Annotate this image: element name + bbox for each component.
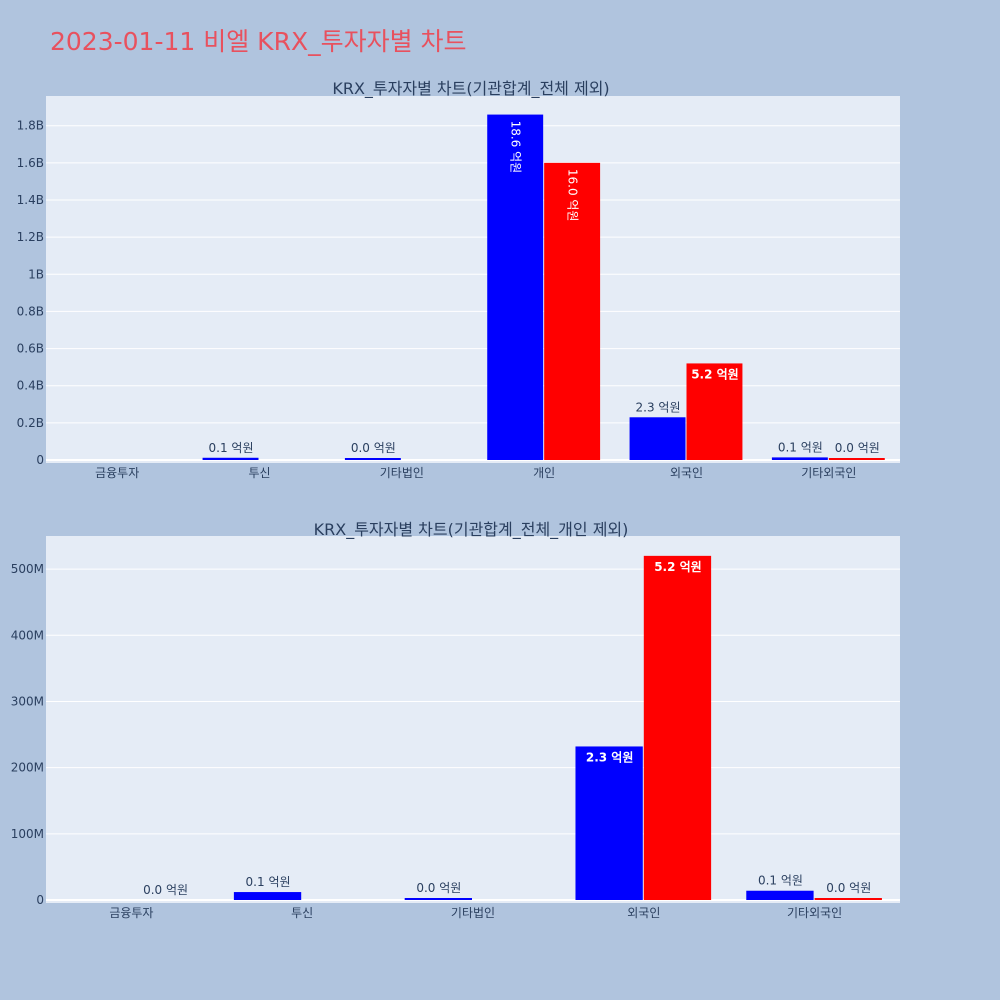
bar-value-label: 0.0 억원 [835, 441, 880, 455]
y-tick-label: 0.2B [17, 416, 44, 430]
bar [202, 457, 259, 460]
y-tick-label: 500M [11, 562, 44, 576]
bar-value-label: 2.3 억원 [636, 400, 681, 414]
y-tick-label: 0.4B [17, 379, 44, 393]
bar [629, 417, 686, 460]
bar-value-label: 2.3 억원 [586, 750, 634, 764]
bar [233, 892, 302, 900]
chart-investor-all: 0 0.2B 0.4B 0.6B 0.8B 1B 1.2B 1.4B 1.6B 1.8B KRX_투… [17, 79, 900, 480]
bar [643, 555, 712, 900]
bar-value-label: 0.0 억원 [143, 883, 188, 897]
bar-value-label: 5.2 억원 [654, 560, 702, 574]
x-tick-label: 기타외국인 [801, 466, 856, 480]
bar-value-label: 0.1 억원 [758, 874, 803, 888]
page-title: 2023-01-11 비엘 KRX_투자자별 차트 [50, 27, 467, 56]
x-tick-label: 기타법인 [380, 466, 424, 480]
x-tick-label: 투신 [248, 466, 270, 480]
y-tick-label: 1.8B [17, 119, 44, 133]
y-tick-label: 400M [11, 628, 44, 642]
bar-value-label: 0.1 억원 [778, 440, 823, 454]
bar [404, 898, 472, 900]
x-tick-label: 외국인 [670, 466, 703, 480]
x-tick-label: 금융투자 [109, 906, 153, 920]
y-tick-label: 0.8B [17, 304, 44, 318]
bar-value-label: 5.2 억원 [691, 367, 739, 381]
y-tick-label: 1.2B [17, 230, 44, 244]
bar [686, 363, 743, 460]
bar [344, 458, 401, 460]
bar-value-label: 0.0 억원 [826, 881, 871, 895]
y-tick-label: 100M [11, 827, 44, 841]
y-tick-label: 1.6B [17, 156, 44, 170]
bar [828, 458, 885, 460]
x-tick-label: 투신 [291, 906, 313, 920]
bar [575, 746, 643, 900]
y-tick-label: 1.4B [17, 193, 44, 207]
bar-value-label: 0.1 억원 [246, 875, 291, 889]
x-tick-label: 외국인 [627, 906, 660, 920]
bar [544, 162, 601, 460]
y-tick-label: 0.6B [17, 342, 44, 356]
plot-area [46, 96, 900, 463]
subplot-title: KRX_투자자별 차트(기관합계_전체 제외) [332, 79, 609, 99]
x-tick-label: 기타법인 [451, 906, 495, 920]
x-tick-label: 개인 [533, 466, 555, 480]
bar-value-label: 0.0 억원 [416, 881, 461, 895]
x-tick-label: 기타외국인 [787, 906, 842, 920]
bar [487, 114, 544, 461]
bar-value-label: 0.0 억원 [351, 441, 396, 455]
bar [746, 890, 814, 900]
y-tick-label: 0 [36, 453, 44, 467]
y-tick-label: 200M [11, 761, 44, 775]
x-tick-label: 금융투자 [95, 466, 139, 480]
bar-value-label: 0.1 억원 [209, 441, 254, 455]
bar [771, 457, 828, 460]
y-tick-label: 0 [36, 893, 44, 907]
bar [814, 898, 882, 900]
subplot-title: KRX_투자자별 차트(기관합계_전체_개인 제외) [314, 520, 629, 540]
y-tick-label: 300M [11, 694, 44, 708]
y-tick-label: 1B [28, 267, 44, 281]
plot-area [46, 536, 900, 903]
bar-value-label: 18.6 억원 [509, 121, 523, 174]
bar-value-label: 16.0 억원 [566, 169, 580, 222]
